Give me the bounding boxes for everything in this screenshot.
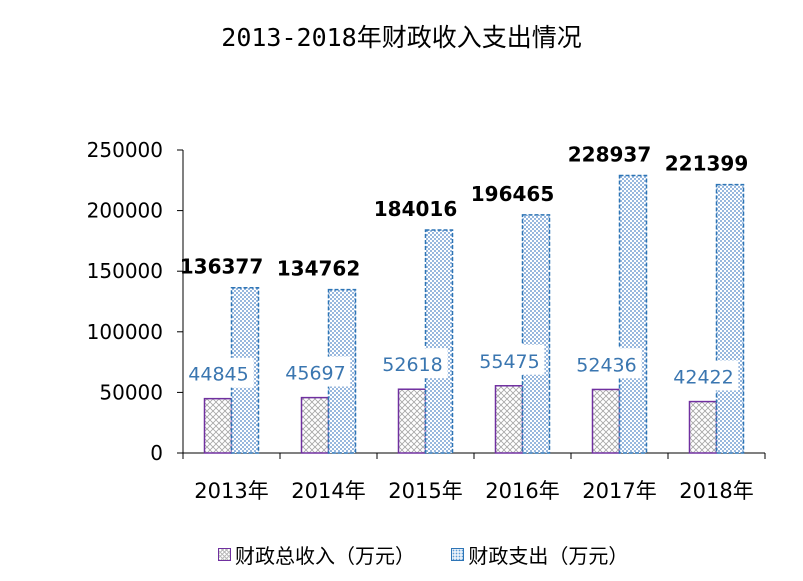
bar-expense xyxy=(618,174,648,454)
data-label-income: 45697 xyxy=(285,363,345,385)
y-tick-label: 100000 xyxy=(87,320,163,344)
bar-expense xyxy=(715,183,745,454)
data-label-income-bg xyxy=(668,360,739,391)
y-tick-label: 250000 xyxy=(87,138,163,162)
data-label-expense: 134762 xyxy=(277,257,361,281)
legend-swatch-expense xyxy=(451,548,465,561)
legend-swatch-income xyxy=(218,548,231,561)
bars xyxy=(203,174,745,454)
data-label-income-bg xyxy=(474,344,545,375)
data-label-income: 42422 xyxy=(673,367,733,389)
bar-income xyxy=(203,397,233,454)
data-label-income: 52436 xyxy=(576,354,636,376)
x-tick-label: 2017年 xyxy=(582,479,656,503)
data-label-income-bg xyxy=(183,357,254,388)
legend: 财政总收入（万元） 财政支出（万元） xyxy=(218,540,658,569)
data-label-expense: 228937 xyxy=(568,143,652,167)
data-label-expense: 196465 xyxy=(471,182,555,206)
data-label-income: 55475 xyxy=(479,351,539,373)
legend-item-expense: 财政支出（万元） xyxy=(451,540,628,569)
data-label-expense: 136377 xyxy=(180,255,264,279)
legend-label-income: 财政总收入（万元） xyxy=(235,544,415,568)
x-tick-label: 2013年 xyxy=(194,479,268,503)
bar-income xyxy=(688,400,718,454)
data-label-income: 52618 xyxy=(382,354,442,376)
x-tick-label: 2015年 xyxy=(388,479,462,503)
x-tick-label: 2016年 xyxy=(485,479,559,503)
y-tick-label: 150000 xyxy=(87,259,163,283)
bar-income xyxy=(494,385,524,454)
x-tick-label: 2018年 xyxy=(679,479,753,503)
legend-item-income: 财政总收入（万元） xyxy=(218,540,415,569)
x-tick-label: 2014年 xyxy=(291,479,365,503)
data-label-income-bg xyxy=(377,348,448,379)
chart-title: 2013-2018年财政收入支出情况 xyxy=(221,23,582,52)
axes: 0 50000 100000 150000 200000 250000 2013年 2014年… xyxy=(87,138,766,503)
legend-label-expense: 财政支出（万元） xyxy=(468,544,629,568)
data-label-income-bg xyxy=(571,348,642,379)
data-label-expense: 184016 xyxy=(374,197,458,221)
bar-expense xyxy=(521,214,551,454)
bar-income xyxy=(397,388,427,454)
data-label-expense: 221399 xyxy=(665,152,749,176)
y-tick-label: 50000 xyxy=(99,380,163,404)
y-tick-label: 0 xyxy=(150,441,163,465)
data-label-income-bg xyxy=(280,356,351,387)
data-labels: 44845 136377 45697 134762 52618 184016 55475 19… xyxy=(180,143,749,391)
bar-income xyxy=(591,388,621,454)
data-label-income: 44845 xyxy=(188,364,248,386)
y-tick-label: 200000 xyxy=(87,199,163,223)
bar-expense xyxy=(424,229,454,454)
bar-income xyxy=(300,396,330,454)
